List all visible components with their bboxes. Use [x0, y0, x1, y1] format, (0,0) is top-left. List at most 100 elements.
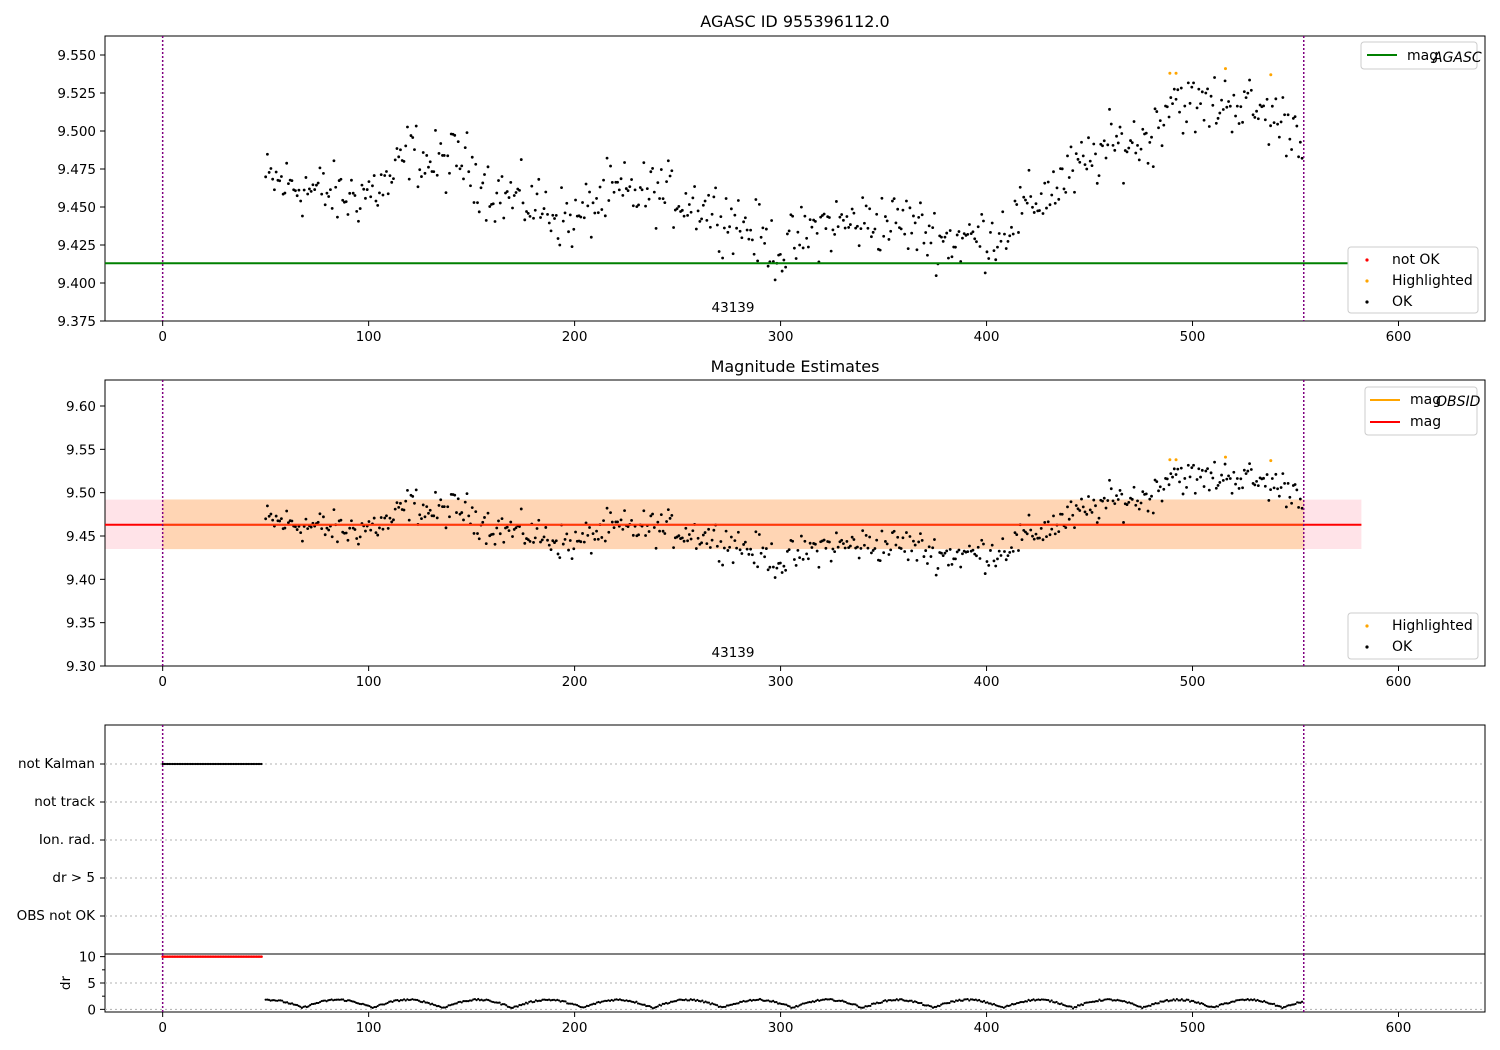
not-kalman-point	[245, 762, 248, 766]
dr-point	[503, 1003, 506, 1006]
dr-point	[750, 999, 753, 1002]
dr-point	[381, 1003, 384, 1006]
dr-point	[923, 1004, 926, 1007]
ok-point	[406, 488, 409, 492]
dr-point	[1111, 999, 1114, 1002]
dr-point	[727, 1004, 730, 1007]
ok-point	[950, 255, 954, 259]
ok-point	[1106, 143, 1110, 147]
ok-point	[1197, 87, 1201, 91]
ok-point	[686, 539, 689, 543]
dr-point	[1296, 1001, 1299, 1004]
dr-point	[373, 1005, 376, 1009]
ok-point	[1069, 145, 1073, 149]
dr-point	[287, 1002, 290, 1005]
ok-point	[493, 542, 497, 546]
ok-point	[1256, 117, 1260, 121]
not-kalman-point	[250, 762, 253, 766]
not-kalman-point	[214, 762, 217, 766]
dr-point	[426, 1001, 429, 1004]
dr-point	[831, 998, 834, 1001]
ok-point	[470, 506, 474, 510]
ok-point	[1039, 192, 1043, 196]
dr-point	[816, 998, 819, 1002]
dr-point	[1197, 1001, 1200, 1004]
ok-point	[355, 209, 359, 213]
legend-not-ok-marker	[1365, 258, 1369, 262]
ok-point	[926, 253, 929, 257]
ok-point	[913, 543, 917, 547]
dr-point	[880, 1001, 884, 1004]
panel-agasc-line-legend: mag AGASC	[1360, 41, 1482, 70]
ok-point	[668, 516, 672, 520]
dr-point	[720, 1005, 724, 1009]
dr-point	[966, 997, 969, 1001]
dr-point	[439, 1005, 442, 1008]
dr-point	[890, 999, 893, 1002]
ok-point	[857, 244, 861, 248]
dr-point	[1081, 1003, 1085, 1007]
ok-point	[467, 514, 471, 518]
ok-point	[421, 503, 425, 507]
ok-point	[295, 194, 299, 198]
ok-point	[845, 215, 849, 218]
ok-point	[668, 174, 672, 178]
ok-point	[626, 189, 630, 193]
ok-point	[1034, 532, 1038, 536]
dr-point	[862, 1006, 865, 1009]
ok-point	[1284, 505, 1288, 509]
dr-point	[1037, 998, 1040, 1001]
dr-point	[882, 999, 885, 1003]
ok-point	[906, 558, 910, 562]
ok-point	[474, 510, 478, 514]
ok-point	[1220, 473, 1223, 477]
ok-point	[754, 530, 758, 534]
ok-point	[1116, 141, 1120, 145]
ok-point	[941, 554, 945, 558]
ok-point	[628, 185, 632, 189]
highlighted-point	[1223, 67, 1227, 71]
dr-point	[1291, 1003, 1294, 1006]
ok-point	[1101, 499, 1104, 503]
dr-point	[968, 999, 971, 1002]
ok-point	[378, 191, 381, 195]
dr-point	[508, 1006, 511, 1009]
dr-point	[350, 1000, 353, 1003]
ok-point	[934, 274, 938, 278]
ok-point	[654, 546, 658, 550]
dr-point	[1042, 998, 1045, 1001]
ok-point	[1186, 463, 1190, 467]
dr-point	[279, 999, 282, 1002]
dr-point	[706, 1001, 709, 1004]
ok-point	[803, 539, 807, 543]
ok-point	[1029, 195, 1033, 198]
dr-point	[717, 1005, 720, 1008]
dr-point	[289, 1002, 292, 1005]
dr-point	[1282, 1006, 1286, 1009]
ok-point	[1080, 497, 1083, 501]
ok-point	[358, 535, 362, 539]
ok-point	[824, 227, 828, 230]
ok-point	[434, 490, 437, 494]
ok-point	[705, 219, 709, 222]
ok-point	[402, 160, 406, 163]
ok-point	[752, 561, 756, 565]
dr-point	[645, 1004, 648, 1008]
ok-point	[374, 199, 378, 203]
ok-point	[1232, 93, 1236, 97]
ok-point	[644, 534, 647, 537]
ok-point	[353, 528, 357, 531]
dr-point	[679, 998, 682, 1001]
dr-point	[1203, 1004, 1206, 1007]
ok-point	[1027, 168, 1031, 172]
x-tick-label: 500	[1180, 674, 1206, 690]
dr-point	[915, 1000, 918, 1004]
dr-point	[342, 998, 345, 1001]
ok-point	[1267, 498, 1271, 502]
dr-point	[487, 998, 490, 1002]
ok-point	[591, 201, 595, 205]
ok-point	[714, 186, 717, 190]
dr-point	[632, 1000, 635, 1004]
ok-point	[1253, 483, 1257, 487]
dr-point	[1093, 1000, 1096, 1003]
